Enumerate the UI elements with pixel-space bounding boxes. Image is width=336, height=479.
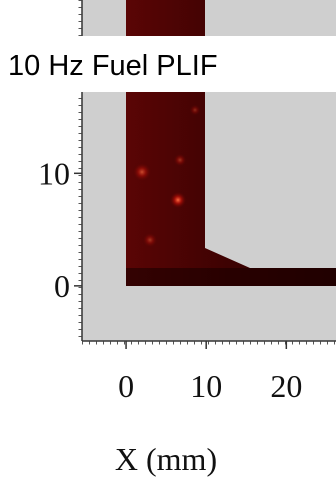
plif-spot [132, 162, 152, 182]
plif-spot [173, 153, 187, 167]
y-tick-label: 10 [38, 155, 70, 191]
chart: 10 Hz Fuel PLIF X (mm) 0 10 20 0 10 [0, 0, 336, 479]
plif-floor [126, 268, 336, 286]
x-tick-label: 0 [118, 368, 134, 404]
plif-spot [169, 191, 187, 209]
x-tick-label: 20 [270, 368, 302, 404]
plif-spot [189, 104, 201, 116]
x-tick-label: 10 [190, 368, 222, 404]
x-axis-label: X (mm) [115, 441, 217, 477]
chart-title: 10 Hz Fuel PLIF [8, 50, 218, 82]
y-tick-label: 0 [54, 268, 70, 304]
plif-spot [142, 232, 158, 248]
